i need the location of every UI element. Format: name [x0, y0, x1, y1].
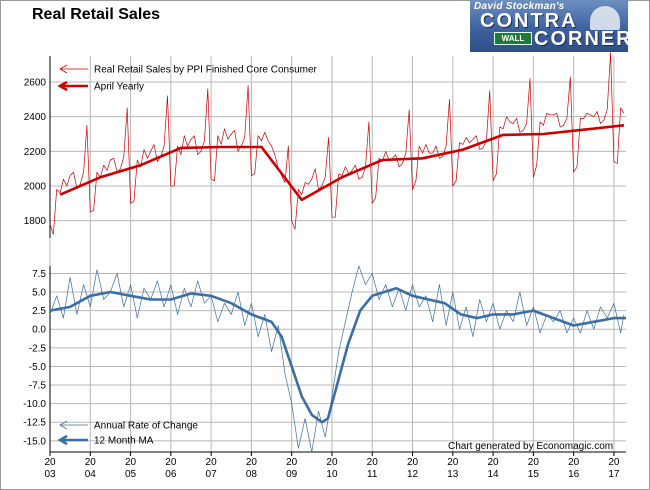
x-tick-century: 20 — [286, 457, 298, 468]
series-line-change-1 — [49, 287, 626, 424]
y-tick-label: -2.5 — [29, 343, 47, 354]
x-tick-century: 20 — [407, 457, 419, 468]
contra-corner-logo: David Stockman's CONTRA WALL CORNER — [470, 0, 628, 52]
x-tick-century: 20 — [488, 457, 500, 468]
y-tick-label: 2000 — [24, 182, 47, 193]
y-tick-label: -5.0 — [29, 362, 47, 373]
x-tick-year: 03 — [44, 469, 56, 480]
series-line-change-0 — [49, 265, 625, 453]
x-tick-century: 20 — [528, 457, 540, 468]
legends: Real Retail Sales by PPI Finished Core C… — [57, 64, 318, 447]
grid-lines — [49, 56, 626, 452]
legend-arrow-head — [57, 434, 68, 446]
x-tick-year: 13 — [447, 469, 459, 480]
legend-label: Real Retail Sales by PPI Finished Core C… — [94, 65, 318, 76]
x-tick-century: 20 — [85, 457, 97, 468]
x-tick-century: 20 — [246, 457, 258, 468]
x-tick-year: 04 — [85, 469, 97, 480]
x-tick-century: 20 — [447, 457, 459, 468]
y-tick-label: 2.5 — [32, 306, 46, 317]
x-tick-year: 10 — [326, 469, 338, 480]
chart-title: Real Retail Sales — [32, 6, 161, 23]
x-tick-year: 08 — [246, 469, 258, 480]
series-lines — [49, 52, 626, 453]
legend-label: 12 Month MA — [94, 436, 154, 447]
legend-label: April Yearly — [94, 82, 144, 93]
series-line-sales-0 — [49, 52, 625, 235]
y-tick-label: 2400 — [24, 112, 47, 123]
series-line-sales-1 — [59, 124, 625, 202]
y-tick-label: -7.5 — [29, 381, 47, 392]
x-tick-century: 20 — [326, 457, 338, 468]
y-tick-label: 0.0 — [32, 325, 46, 336]
y-tick-label: -10.0 — [23, 399, 46, 410]
wall-sign-text: WALL — [501, 34, 525, 43]
x-tick-year: 06 — [165, 469, 177, 480]
wall-street-sign: WALL — [494, 32, 532, 45]
tick-labels: 1800 2000 2200 2400 2600 7.5 5.0 2.5 0.0 -2.5 -5.0… — [23, 78, 620, 481]
x-tick-year: 05 — [125, 469, 137, 480]
legend-arrow-head — [59, 420, 68, 430]
x-tick-year: 11 — [367, 469, 378, 480]
y-tick-label: -15.0 — [23, 436, 46, 447]
logo-word-corner: CORNER — [534, 28, 628, 50]
y-tick-label: 2600 — [24, 78, 47, 89]
x-tick-year: 07 — [206, 469, 218, 480]
chart-credit: Chart generated by Economagic.com — [448, 441, 614, 452]
x-tick-year: 14 — [488, 469, 500, 480]
x-tick-year: 15 — [528, 469, 540, 480]
legend-arrow-head — [59, 64, 68, 74]
capitol-dome-graphic — [590, 6, 620, 30]
logo-tagline: David Stockman's — [474, 1, 565, 12]
x-tick-century: 20 — [568, 457, 580, 468]
x-tick-year: 09 — [286, 469, 298, 480]
legend-arrow-head — [57, 80, 68, 92]
x-tick-century: 20 — [44, 457, 56, 468]
x-tick-year: 16 — [568, 469, 580, 480]
y-tick-label: 1800 — [24, 216, 47, 227]
x-tick-year: 12 — [407, 469, 419, 480]
x-tick-century: 20 — [608, 457, 620, 468]
logo-word-contra: CONTRA — [480, 10, 578, 32]
y-tick-label: 7.5 — [32, 269, 46, 280]
y-tick-label: -12.5 — [23, 418, 46, 429]
axes — [49, 56, 626, 456]
x-tick-year: 17 — [608, 469, 620, 480]
x-tick-century: 20 — [206, 457, 218, 468]
y-tick-label: 2200 — [24, 147, 47, 158]
x-tick-century: 20 — [165, 457, 177, 468]
legend-label: Annual Rate of Change — [94, 421, 198, 432]
y-tick-label: 5.0 — [32, 288, 46, 299]
x-tick-century: 20 — [125, 457, 137, 468]
x-tick-century: 20 — [367, 457, 379, 468]
